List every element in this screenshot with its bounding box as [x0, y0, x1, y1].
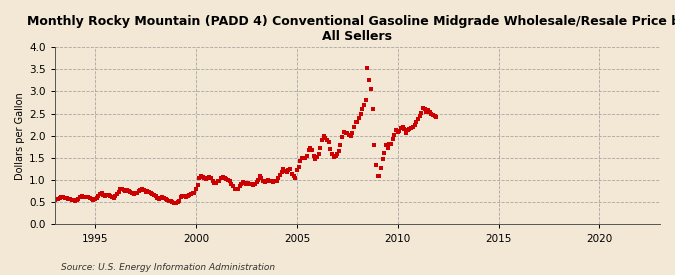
- Text: Source: U.S. Energy Information Administration: Source: U.S. Energy Information Administ…: [61, 263, 275, 272]
- Title: Monthly Rocky Mountain (PADD 4) Conventional Gasoline Midgrade Wholesale/Resale : Monthly Rocky Mountain (PADD 4) Conventi…: [27, 15, 675, 43]
- Y-axis label: Dollars per Gallon: Dollars per Gallon: [15, 92, 25, 180]
